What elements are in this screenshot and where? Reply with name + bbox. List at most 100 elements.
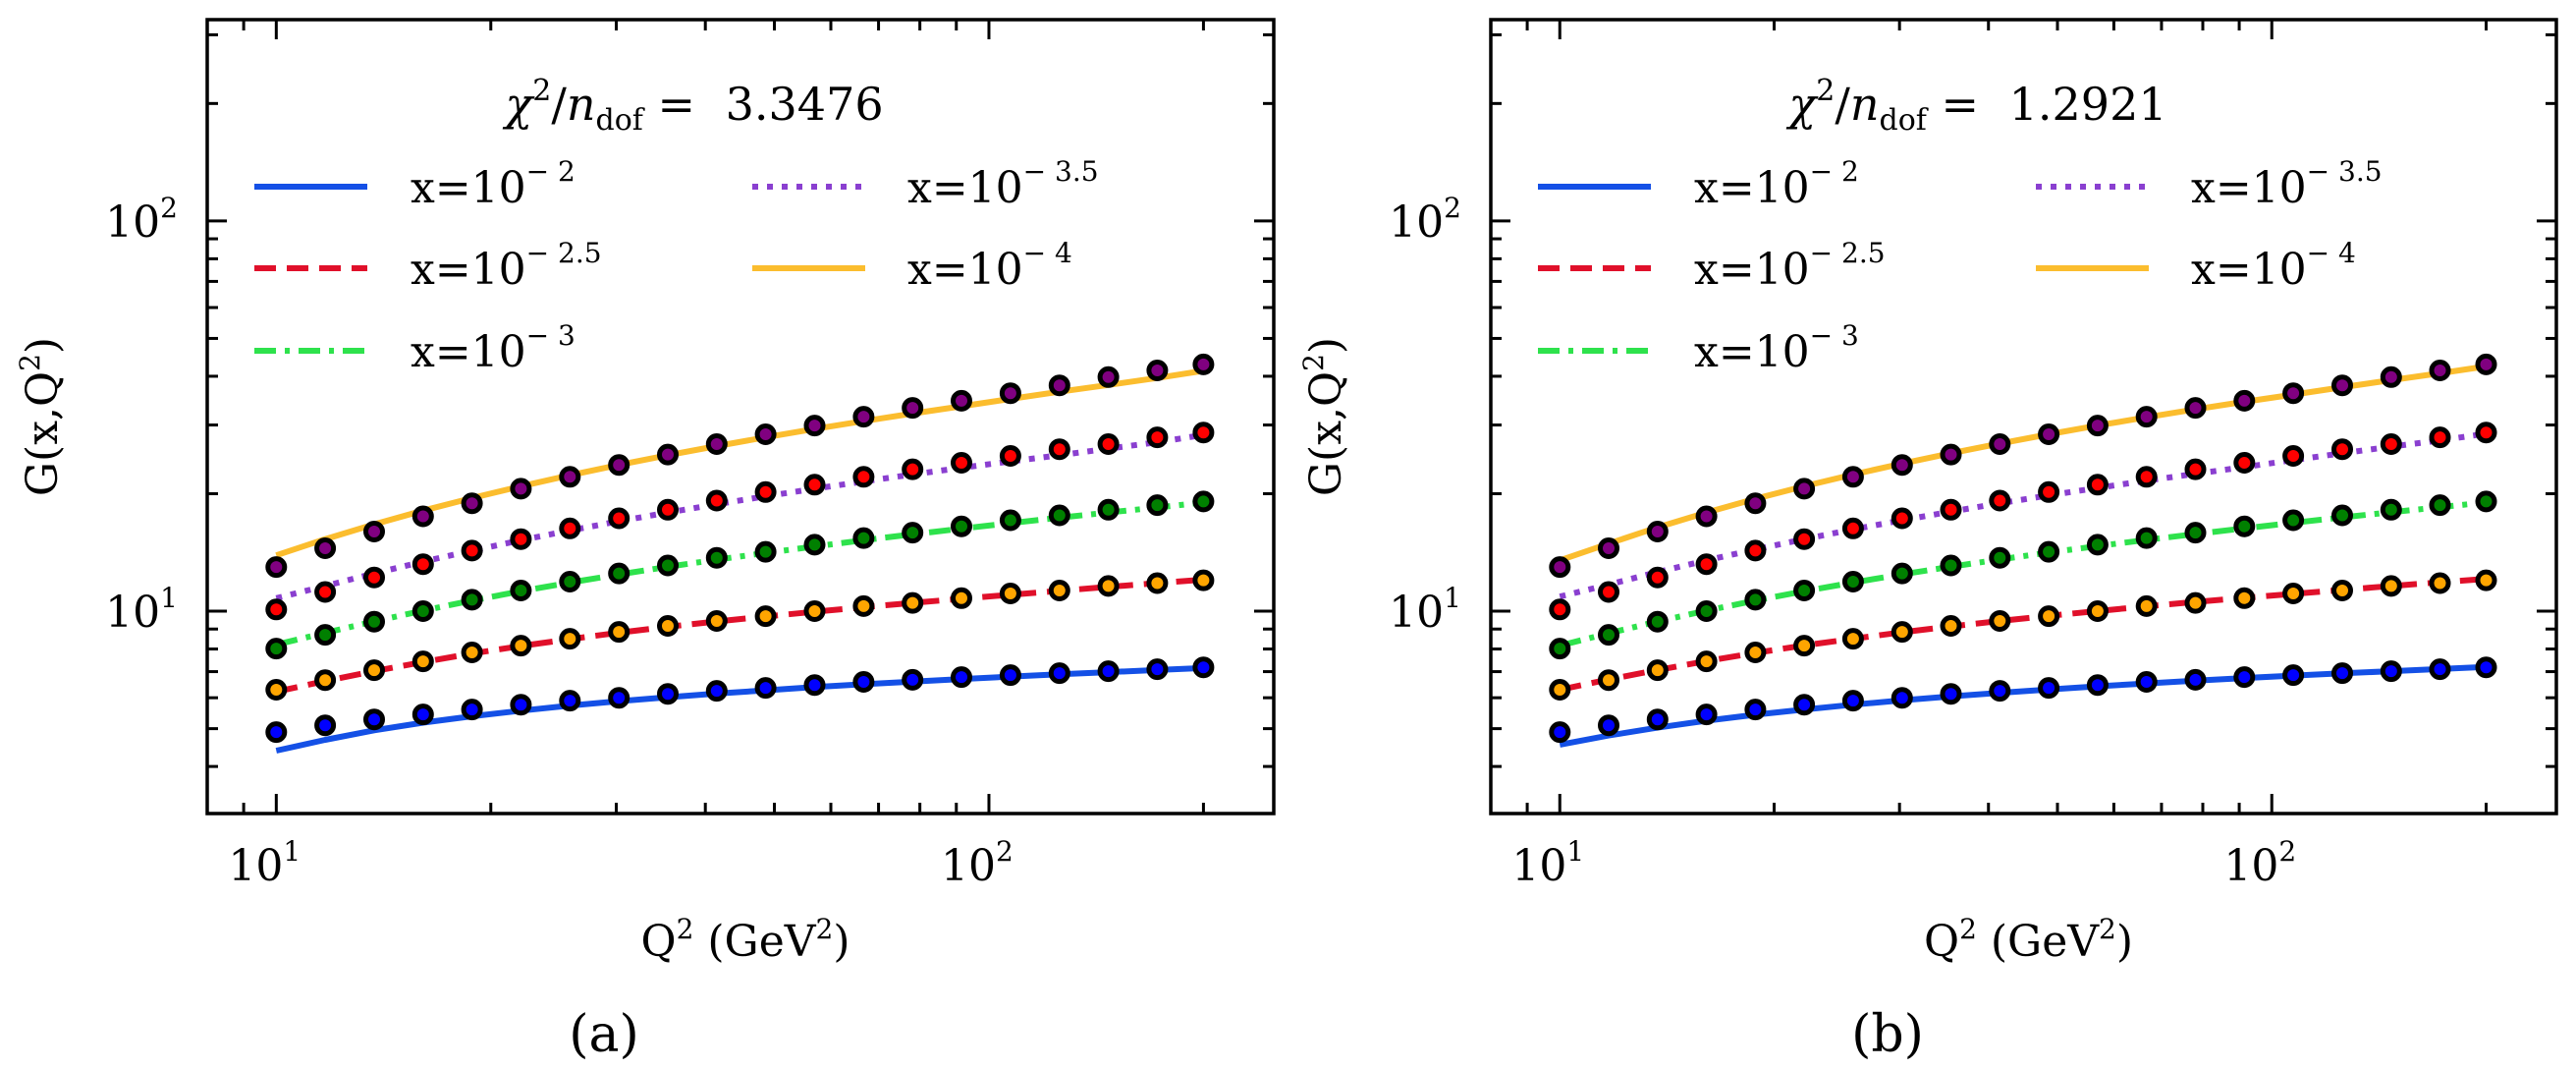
data-point	[461, 699, 483, 721]
title-n: n	[1850, 78, 1880, 131]
data-point	[999, 445, 1021, 467]
data-point	[314, 669, 337, 692]
data-point	[314, 581, 337, 603]
data-point	[1646, 708, 1669, 731]
y-tick-label: 102	[1389, 192, 1461, 248]
data-point	[705, 433, 728, 455]
data-point	[363, 521, 385, 542]
xlabel-close: )	[833, 917, 850, 967]
data-point	[314, 537, 337, 559]
data-point	[2475, 656, 2497, 679]
xlabel-q: Q	[640, 917, 676, 967]
legend-label-base: x=10	[907, 245, 1023, 295]
data-point	[1048, 374, 1070, 397]
data-point	[657, 498, 679, 521]
xlabel-q-sup: 2	[1959, 913, 1977, 945]
legend-item: x=10− 3	[1538, 319, 1859, 377]
data-point	[1695, 600, 1718, 622]
data-point	[1940, 683, 1962, 705]
data-point	[2184, 668, 2207, 691]
data-point	[1097, 498, 1120, 521]
y-tick-label-exp: 1	[1444, 582, 1461, 614]
data-point	[2429, 494, 2451, 517]
data-point	[1048, 580, 1070, 601]
data-point	[314, 714, 337, 737]
legend-label: x=10− 3	[1694, 319, 1859, 377]
data-point	[363, 566, 385, 589]
data-point	[2038, 423, 2060, 445]
data-point	[1744, 492, 1767, 515]
data-point	[2331, 580, 2353, 601]
data-point	[657, 615, 679, 637]
data-point	[705, 680, 728, 703]
data-point	[1048, 504, 1070, 527]
data-point	[657, 554, 679, 577]
data-point	[2135, 671, 2158, 693]
data-point	[1146, 658, 1169, 681]
data-point	[1744, 539, 1767, 562]
chi2-annotation: χ2/ndof = 3.3476	[502, 74, 883, 138]
y-tick-label-base: 10	[1389, 197, 1444, 248]
data-point	[2475, 353, 2497, 375]
legend-label: x=10− 2	[411, 155, 575, 213]
title-n: n	[567, 78, 596, 131]
data-point	[1048, 662, 1070, 685]
axis-ticks	[1489, 20, 2556, 814]
data-point	[1989, 489, 2011, 512]
legend-label-base: x=10	[1694, 245, 1810, 295]
data-point	[363, 610, 385, 633]
data-point	[803, 474, 826, 496]
legend-label: x=10− 2.5	[411, 237, 602, 295]
data-point	[1891, 562, 1913, 585]
data-point	[1891, 454, 1913, 477]
data-point	[1146, 426, 1169, 449]
x-tick-label: 101	[228, 835, 301, 891]
data-point	[2233, 666, 2256, 689]
model-curve-4	[1559, 363, 2487, 564]
legend-item: x=10− 2	[1538, 155, 1859, 213]
data-point	[2429, 360, 2451, 381]
data-point	[1192, 422, 1215, 444]
y-axis-label: G(x,Q2)	[1297, 337, 1351, 496]
data-point	[1695, 703, 1718, 726]
data-point	[1793, 528, 1816, 550]
data-point	[1940, 554, 1962, 577]
data-point	[2282, 382, 2305, 405]
data-point	[2086, 534, 2109, 556]
data-point	[2475, 569, 2497, 591]
data-point	[461, 492, 483, 515]
xlabel-unit: (GeV	[1977, 917, 2100, 967]
data-point	[2135, 406, 2158, 428]
x-tick-label-exp: 2	[2278, 835, 2296, 868]
data-point	[363, 659, 385, 682]
data-point	[2282, 664, 2305, 687]
x-tick-label-exp: 2	[996, 835, 1014, 868]
data-points	[1549, 353, 2497, 744]
data-point	[803, 534, 826, 556]
legend-label-exp: − 2.5	[1810, 237, 1886, 269]
model-curve-3	[275, 431, 1204, 601]
data-point	[705, 489, 728, 512]
x-tick-label-base: 10	[941, 841, 996, 891]
data-point	[951, 666, 972, 689]
title-slash: /	[1835, 78, 1850, 131]
title-chi-sup: 2	[1816, 74, 1835, 108]
data-point	[265, 556, 288, 579]
xlabel-q: Q	[1924, 917, 1959, 967]
y-tick-label-exp: 2	[160, 192, 178, 224]
data-point	[951, 452, 972, 474]
data-point	[1598, 669, 1619, 692]
data-point	[1841, 466, 1864, 488]
ylabel-sup: 2	[14, 354, 46, 371]
data-point	[1989, 610, 2011, 632]
legend: x=10− 2x=10− 2.5x=10− 3x=10− 3.5x=10− 4	[254, 155, 1099, 377]
data-point	[461, 539, 483, 562]
xlabel-unit-sup: 2	[2099, 913, 2116, 945]
chi2-annotation: χ2/ndof = 1.2921	[1785, 74, 2166, 138]
data-point	[1841, 571, 1864, 592]
legend-item: x=10− 3	[254, 319, 575, 377]
y-tick-label-base: 10	[105, 197, 160, 248]
title-chi-sup: 2	[532, 74, 551, 108]
y-tick-label-exp: 2	[1444, 192, 1461, 224]
